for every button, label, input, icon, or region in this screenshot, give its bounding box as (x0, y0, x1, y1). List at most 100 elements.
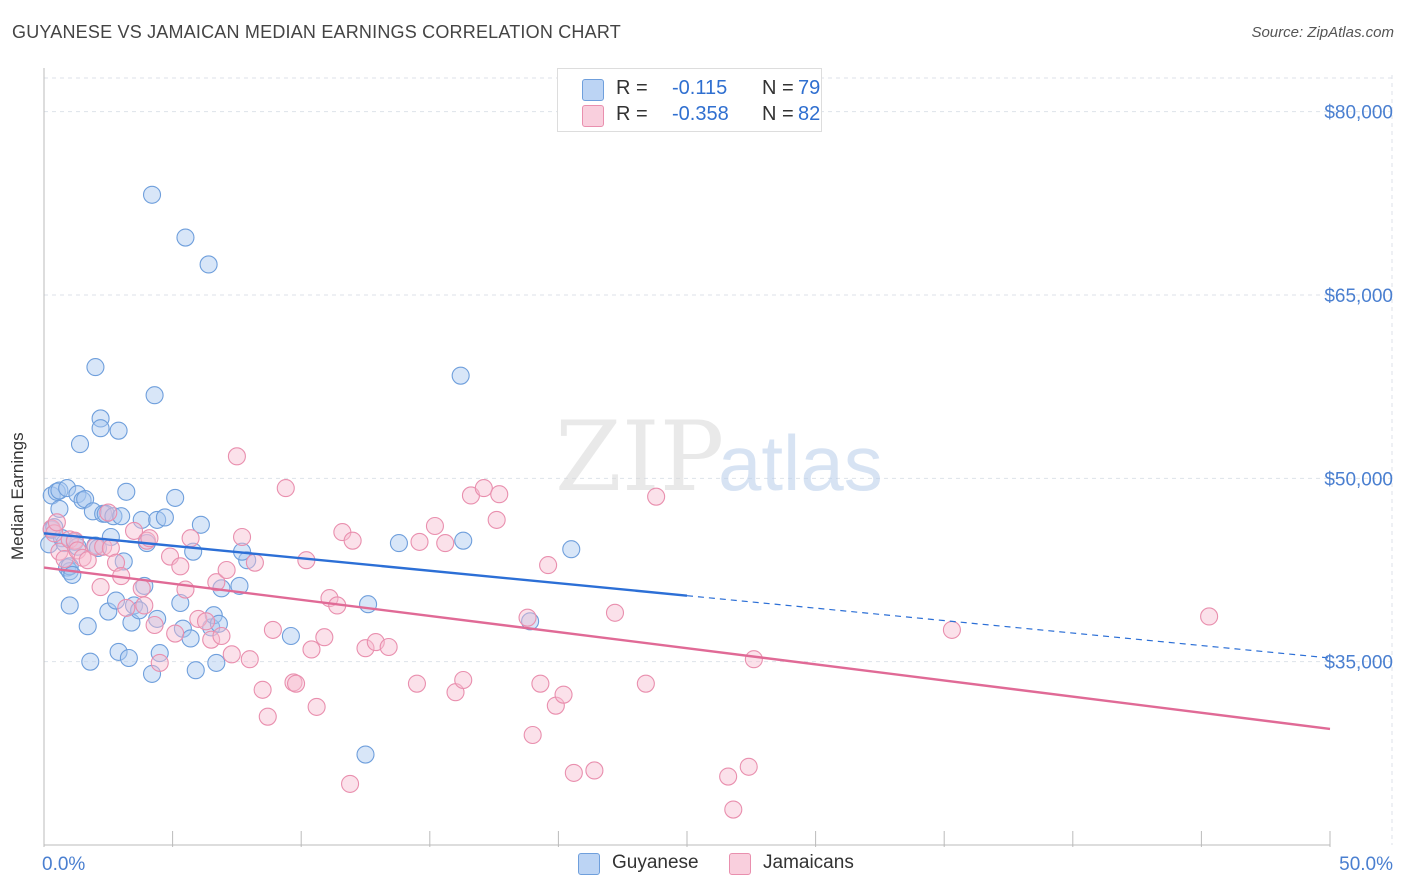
data-point-guyanese (91, 419, 110, 438)
data-point-jamaicans (487, 510, 506, 529)
data-point-guyanese (155, 508, 174, 527)
data-point-jamaicans (276, 479, 295, 498)
watermark-zip: ZIP (555, 401, 724, 513)
data-point-guyanese (181, 629, 200, 648)
gridlines (44, 75, 1393, 845)
trend-lines (43, 532, 1331, 731)
data-point-guyanese (166, 488, 185, 507)
data-point-jamaicans (379, 637, 398, 657)
data-point-jamaicans (436, 534, 455, 553)
legend-r-label: R = (616, 77, 648, 99)
data-point-guyanese (50, 499, 69, 518)
bottom-legend-swatch-jamaicans (729, 853, 751, 875)
data-point-jamaicans (91, 578, 110, 597)
data-point-jamaicans (518, 608, 537, 627)
tick-labels: $35,000 $50,000 $65,000 $80,000 0.0% 50.0% (42, 103, 1393, 875)
watermark: ZIP atlas (555, 401, 883, 513)
data-point-jamaicans (425, 516, 444, 536)
data-point-guyanese (91, 409, 110, 428)
data-point-jamaicans (647, 487, 666, 506)
data-point-jamaicans (150, 653, 169, 672)
bottom-legend-swatch-guyanese (578, 853, 600, 875)
data-point-jamaicans (341, 774, 360, 793)
data-point-jamaicans (117, 598, 136, 617)
legend-n-label: N = (762, 103, 794, 125)
data-point-guyanese (281, 626, 300, 646)
data-point-jamaicans (523, 725, 542, 745)
legend-r-label: R = (616, 103, 648, 125)
data-point-jamaicans (307, 697, 326, 716)
data-point-guyanese (454, 531, 473, 550)
data-point-jamaicans (942, 620, 961, 639)
data-point-jamaicans (539, 556, 558, 575)
data-point-jamaicans (207, 573, 226, 592)
data-point-guyanese (70, 435, 90, 454)
y-tick-label: $80,000 (1324, 103, 1393, 124)
data-point-guyanese (199, 255, 218, 274)
bottom-legend-label: Jamaicans (763, 852, 854, 873)
data-point-guyanese (171, 593, 190, 613)
y-tick-label: $65,000 (1324, 286, 1393, 307)
source-note: Source: ZipAtlas.com (1251, 24, 1394, 41)
data-point-guyanese (207, 653, 226, 672)
x-tick-label: 50.0% (1339, 854, 1393, 875)
data-point-guyanese (145, 386, 164, 405)
data-point-guyanese (114, 552, 133, 571)
series-guyanese (40, 185, 581, 764)
data-point-jamaicans (410, 532, 429, 551)
legend-r-value: -0.358 (672, 103, 729, 125)
legend-swatch-guyanese (582, 79, 604, 101)
trend-line-jamaicans (43, 566, 1331, 731)
data-point-guyanese (150, 644, 169, 663)
data-point-guyanese (451, 366, 470, 385)
data-point-jamaicans (258, 707, 277, 726)
data-point-jamaicans (490, 485, 509, 504)
data-point-guyanese (81, 652, 100, 671)
data-point-jamaicans (739, 757, 758, 776)
data-point-jamaicans (78, 551, 97, 570)
data-point-jamaicans (196, 612, 216, 631)
data-point-jamaicans (55, 549, 74, 569)
data-point-guyanese (63, 565, 82, 584)
data-point-guyanese (117, 482, 136, 501)
data-point-jamaicans (554, 685, 573, 704)
data-point-guyanese (86, 358, 105, 377)
data-point-guyanese (58, 479, 77, 498)
data-point-jamaicans (217, 560, 236, 580)
correlation-legend: R = -0.115 N = 79 R = -0.358 N = 82 (557, 68, 822, 132)
data-point-jamaicans (106, 553, 126, 572)
data-point-jamaicans (166, 624, 185, 643)
data-point-guyanese (78, 617, 97, 636)
data-point-jamaicans (564, 763, 583, 782)
data-point-guyanese (389, 534, 408, 553)
legend-n-label: N = (762, 77, 794, 99)
watermark-atlas: atlas (718, 419, 883, 507)
data-point-jamaicans (454, 670, 473, 690)
data-point-jamaicans (124, 521, 144, 540)
y-tick-label: $50,000 (1324, 469, 1393, 490)
data-point-jamaicans (212, 626, 231, 646)
chart-title: GUYANESE VS JAMAICAN MEDIAN EARNINGS COR… (12, 22, 621, 42)
y-tick-label: $35,000 (1324, 653, 1393, 674)
data-point-guyanese (106, 591, 126, 610)
data-point-jamaicans (585, 761, 604, 780)
data-point-jamaicans (407, 674, 426, 693)
data-point-guyanese (356, 745, 375, 764)
data-point-jamaicans (181, 529, 200, 548)
data-point-jamaicans (240, 650, 259, 669)
data-point-guyanese (191, 515, 210, 534)
data-point-jamaicans (47, 513, 66, 532)
bottom-legend-label: Guyanese (612, 852, 699, 873)
data-point-jamaicans (287, 674, 306, 693)
data-point-jamaicans (474, 479, 493, 498)
data-point-jamaicans (263, 620, 282, 639)
legend-n-value: 82 (798, 103, 821, 125)
x-tick-label: 0.0% (42, 854, 85, 875)
data-point-jamaicans (315, 628, 334, 647)
data-point-jamaicans (171, 557, 190, 576)
data-point-jamaicans (1200, 607, 1219, 626)
data-point-guyanese (119, 648, 138, 668)
legend-r-value: -0.115 (672, 77, 728, 99)
data-point-jamaicans (132, 579, 151, 598)
data-point-jamaicans (356, 639, 375, 658)
